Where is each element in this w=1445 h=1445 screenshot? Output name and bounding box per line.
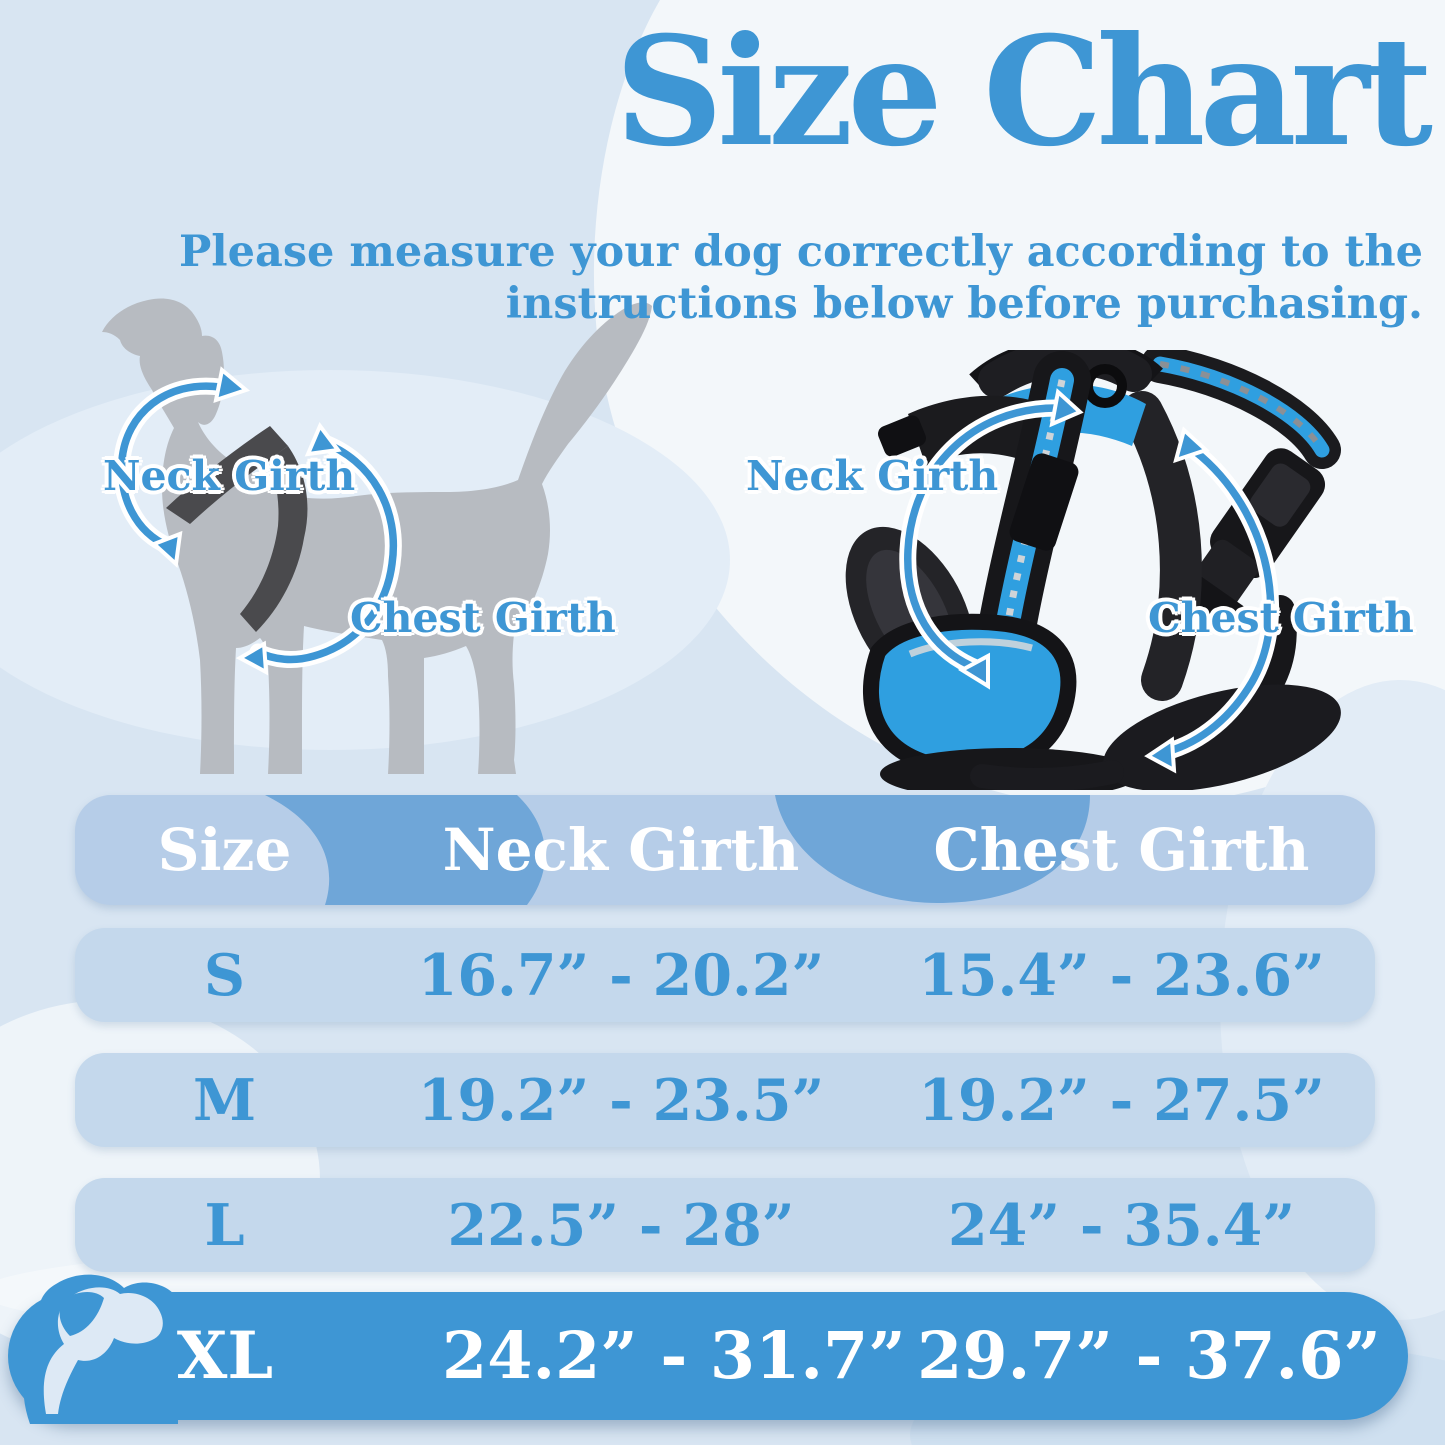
size-cell: M [192,1066,257,1134]
dog-neck-girth-arrow [113,366,251,569]
harness-neck-girth-label: Neck Girth [746,452,999,500]
neck-girth-cell: 24.2” - 31.7” [442,1318,906,1394]
size-cell: L [204,1191,245,1259]
neck-girth-cell: 19.2” - 23.5” [417,1066,825,1134]
harness-product-illustration [845,350,1341,790]
harness-buckle [1170,448,1326,629]
chest-girth-cell: 15.4” - 23.6” [918,941,1325,1009]
subtitle-line-2: instructions below before purchasing. [505,279,1423,330]
size-cell: S [203,941,246,1009]
header-row-pattern [265,795,1090,905]
table-header-row: Size Neck Girth Chest Girth [75,795,1375,905]
column-header-chest-girth: Chest Girth [933,816,1310,884]
dog-chest-girth-label: Chest Girth [350,594,616,642]
subtitle-line-1: Please measure your dog correctly accord… [178,227,1423,277]
table-row-xl-highlighted: XL 24.2” - 31.7” 29.7” - 37.6” [8,1274,1408,1424]
harness-neck-girth-arrow [899,388,1084,690]
dog-neck-girth-label: Neck Girth [103,452,356,500]
column-header-size: Size [157,816,292,884]
harness-chest-strap [1121,391,1202,701]
dog-silhouette [102,298,652,774]
chest-girth-cell: 24” - 35.4” [947,1191,1296,1259]
size-cell: XL [176,1318,274,1394]
harness-chest-girth-label: Chest Girth [1148,594,1414,642]
table-row-s: S 16.7” - 20.2” 15.4” - 23.6” [75,928,1375,1022]
page-title: Size Chart [614,4,1433,180]
dog-harness-marking [166,426,308,632]
strap-adjuster [1009,453,1079,551]
neck-girth-cell: 22.5” - 28” [447,1191,795,1259]
chest-girth-cell: 19.2” - 27.5” [918,1066,1325,1134]
chest-girth-cell: 29.7” - 37.6” [917,1318,1381,1394]
harness-chest-girth-arrow [1144,426,1280,774]
table-row-l: L 22.5” - 28” 24” - 35.4” [75,1178,1375,1272]
column-header-neck-girth: Neck Girth [442,816,800,884]
dog-chest-girth-arrow [235,422,402,676]
dog-measurement-diagram [102,298,652,774]
dog-head-icon [23,1274,187,1424]
table-row-m: M 19.2” - 23.5” 19.2” - 27.5” [75,1053,1375,1147]
harness-chest-panel [863,613,1077,777]
neck-girth-cell: 16.7” - 20.2” [417,941,825,1009]
subtitle: Please measure your dog correctly accord… [179,226,1423,331]
